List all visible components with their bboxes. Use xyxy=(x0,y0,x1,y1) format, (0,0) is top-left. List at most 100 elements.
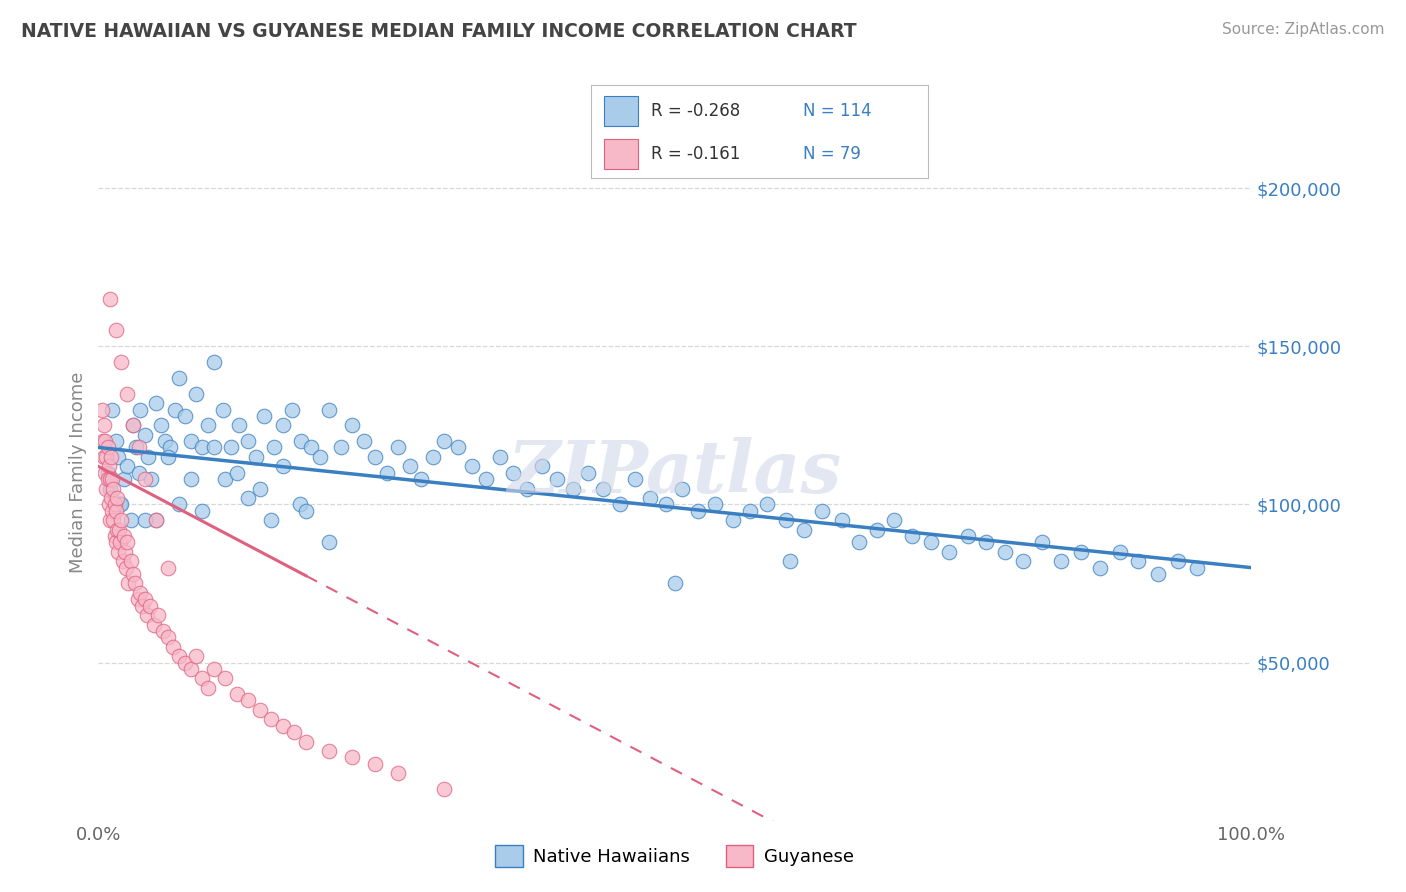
Point xyxy=(167,649,190,664)
Point xyxy=(167,497,190,511)
Point xyxy=(104,504,127,518)
Point xyxy=(117,576,139,591)
Point xyxy=(94,434,117,449)
Point xyxy=(180,434,202,449)
Legend: Native Hawaiians, Guyanese: Native Hawaiians, Guyanese xyxy=(488,838,862,874)
Point xyxy=(202,441,225,455)
Point xyxy=(191,441,214,455)
Point xyxy=(98,472,121,486)
Point xyxy=(686,504,709,518)
Point xyxy=(107,545,129,559)
Point xyxy=(779,554,801,568)
Point xyxy=(671,482,693,496)
Point xyxy=(103,529,125,543)
Point xyxy=(609,497,631,511)
Point xyxy=(447,441,470,455)
Point xyxy=(290,497,312,511)
Point xyxy=(104,323,127,337)
Point xyxy=(97,441,120,455)
Point xyxy=(191,504,214,518)
Point xyxy=(108,523,131,537)
Point xyxy=(156,560,179,574)
Point xyxy=(811,504,834,518)
FancyBboxPatch shape xyxy=(605,96,638,126)
Point xyxy=(364,450,387,464)
Point xyxy=(110,535,132,549)
Point xyxy=(197,681,219,695)
Point xyxy=(654,497,676,511)
Point xyxy=(260,713,283,727)
Point xyxy=(866,523,889,537)
Point xyxy=(117,459,139,474)
Point xyxy=(1128,554,1150,568)
Point xyxy=(186,386,208,401)
Point xyxy=(271,418,294,433)
Point xyxy=(174,656,197,670)
Point xyxy=(831,513,853,527)
Point xyxy=(202,355,225,369)
Point xyxy=(96,482,118,496)
Point xyxy=(974,535,997,549)
Point xyxy=(212,402,235,417)
Point xyxy=(531,459,554,474)
Point xyxy=(128,441,150,455)
Point xyxy=(263,441,285,455)
Point xyxy=(281,402,304,417)
Point xyxy=(105,491,128,505)
Point xyxy=(214,671,236,685)
Point xyxy=(115,560,138,574)
Point xyxy=(1167,554,1189,568)
Point xyxy=(93,450,115,464)
Point xyxy=(938,545,960,559)
Point xyxy=(114,545,136,559)
Point xyxy=(214,472,236,486)
Point xyxy=(107,450,129,464)
Point xyxy=(97,497,120,511)
Point xyxy=(238,491,260,505)
Point xyxy=(956,529,979,543)
Point xyxy=(546,472,568,486)
Point xyxy=(249,703,271,717)
Point xyxy=(141,472,163,486)
Point xyxy=(98,482,121,496)
Point xyxy=(155,434,177,449)
Point xyxy=(329,441,352,455)
Point xyxy=(134,513,156,527)
Point xyxy=(180,472,202,486)
Point xyxy=(775,513,797,527)
Point xyxy=(387,441,409,455)
Point xyxy=(112,529,135,543)
Point xyxy=(145,513,167,527)
Point xyxy=(516,482,538,496)
Point xyxy=(238,693,260,707)
Point xyxy=(793,523,815,537)
Point xyxy=(131,599,153,613)
Point xyxy=(152,624,174,638)
Point xyxy=(422,450,444,464)
Point xyxy=(145,513,167,527)
Point xyxy=(98,292,121,306)
Text: Source: ZipAtlas.com: Source: ZipAtlas.com xyxy=(1222,22,1385,37)
Point xyxy=(901,529,924,543)
Point xyxy=(100,450,122,464)
Point xyxy=(134,472,156,486)
Point xyxy=(398,459,420,474)
Point xyxy=(318,744,340,758)
Point xyxy=(156,630,179,644)
Point xyxy=(128,466,150,480)
Text: R = -0.161: R = -0.161 xyxy=(651,145,741,163)
Point xyxy=(111,554,134,568)
Point xyxy=(197,418,219,433)
Point xyxy=(271,719,294,733)
Point xyxy=(353,434,375,449)
Point xyxy=(127,592,149,607)
Point xyxy=(129,586,152,600)
Point xyxy=(97,472,120,486)
Point xyxy=(576,466,599,480)
Text: R = -0.268: R = -0.268 xyxy=(651,102,741,120)
Point xyxy=(156,450,179,464)
Point xyxy=(623,472,645,486)
Point xyxy=(721,513,744,527)
FancyBboxPatch shape xyxy=(605,139,638,169)
Point xyxy=(163,402,186,417)
